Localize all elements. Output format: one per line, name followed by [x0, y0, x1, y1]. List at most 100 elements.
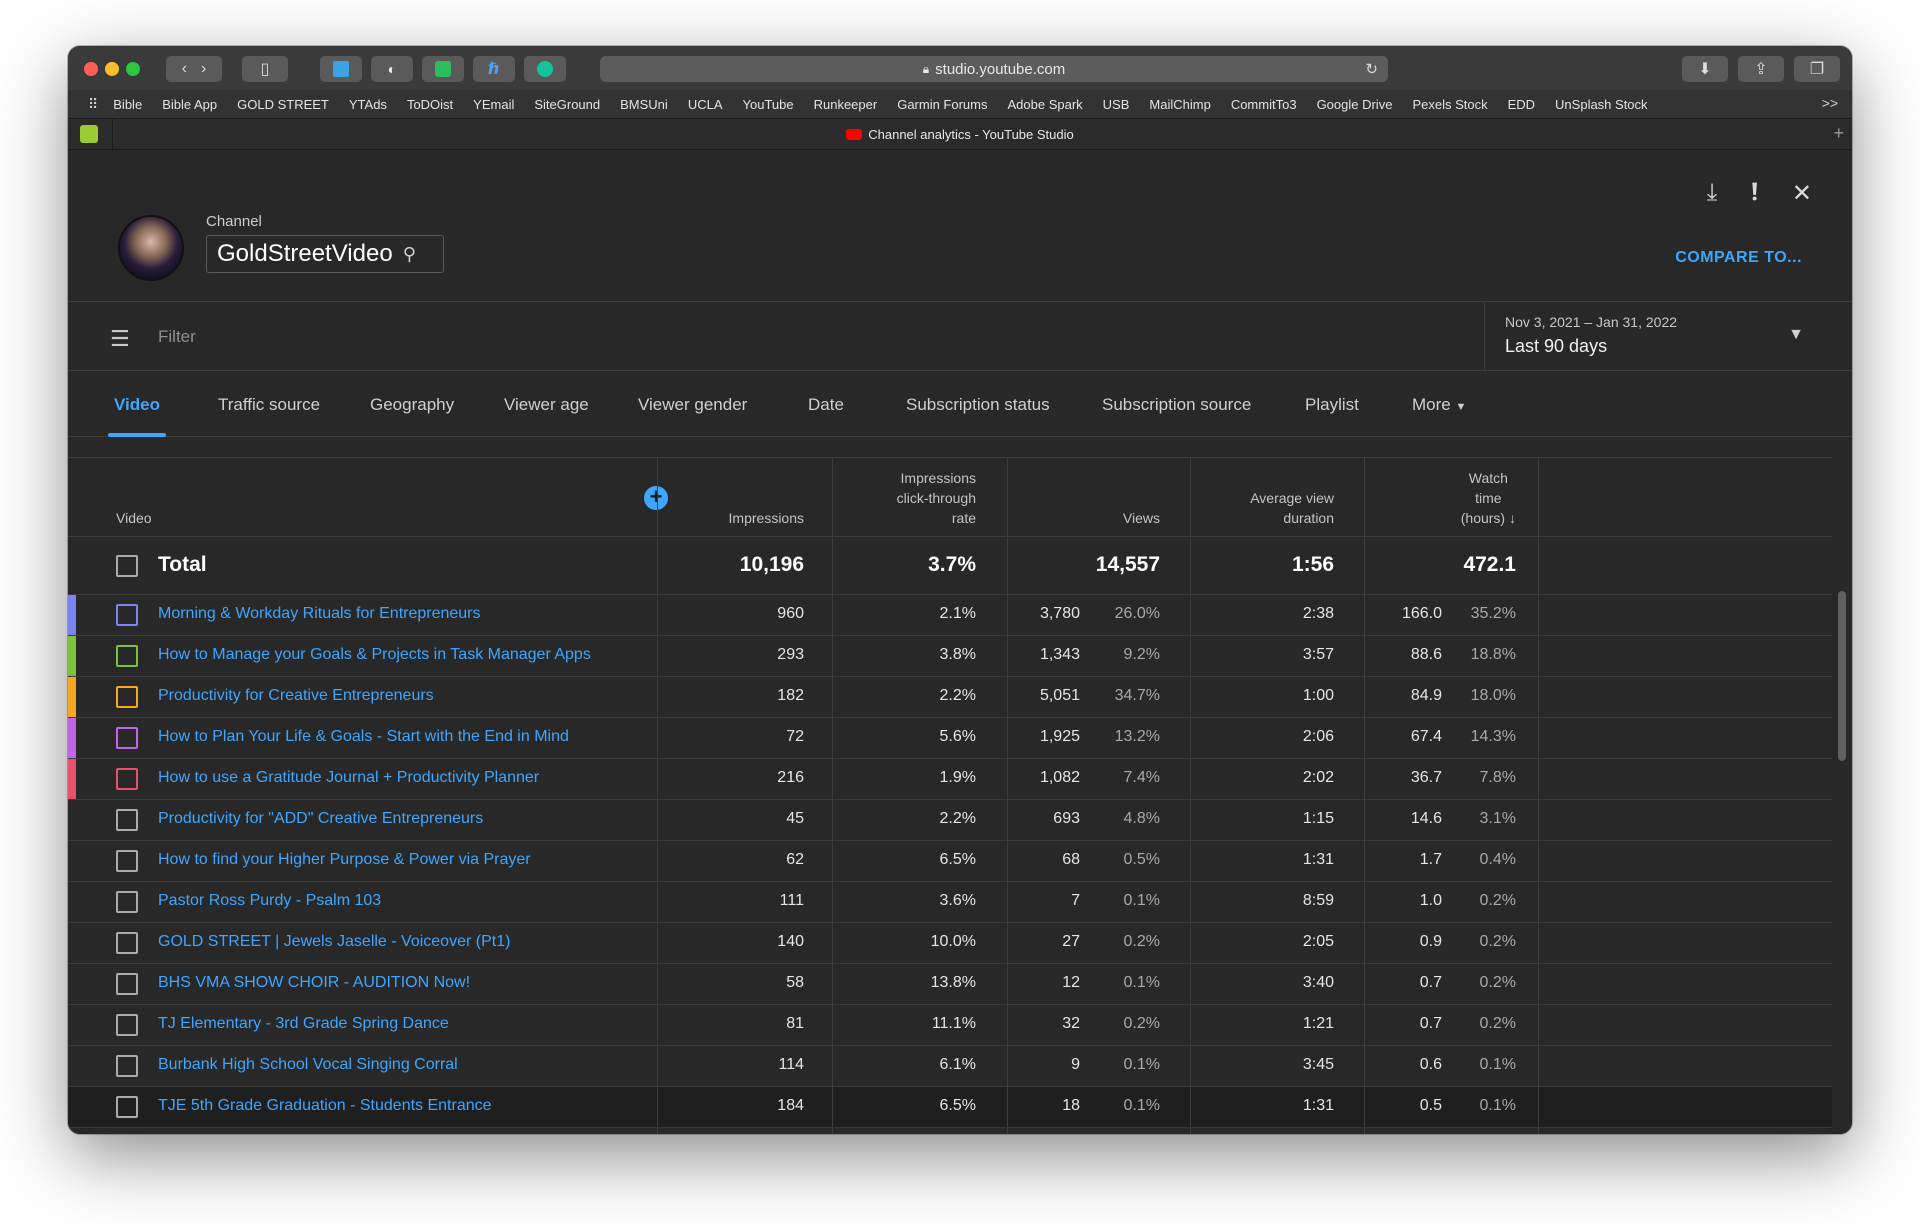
- extension-button-4[interactable]: ℏ: [473, 56, 515, 82]
- table-row[interactable]: TJ Elementary - 3rd Grade Spring Dance 81…: [68, 1005, 1832, 1046]
- row-checkbox[interactable]: [116, 645, 138, 667]
- pinned-tab-icon[interactable]: [80, 125, 98, 143]
- search-icon[interactable]: ⚲: [402, 243, 416, 264]
- bookmark-item[interactable]: Bible App: [162, 96, 218, 112]
- feedback-icon[interactable]: ❗︎: [1751, 179, 1758, 206]
- video-title-link[interactable]: Morning & Workday Rituals for Entreprene…: [158, 605, 481, 622]
- close-icon[interactable]: ✕: [1791, 180, 1812, 207]
- video-title-link[interactable]: Pastor Ross Purdy - Psalm 103: [158, 892, 382, 909]
- tab-viewer-age[interactable]: Viewer age: [504, 395, 589, 414]
- forward-icon[interactable]: ›: [201, 60, 207, 77]
- tab-geography[interactable]: Geography: [370, 395, 455, 414]
- tab-video[interactable]: Video: [114, 395, 160, 414]
- row-checkbox[interactable]: [116, 1096, 138, 1118]
- tab-subscription-source[interactable]: Subscription source: [1102, 395, 1252, 414]
- video-title-link[interactable]: GOLD STREET | Jewels Jaselle - Voiceover…: [158, 933, 511, 950]
- bookmark-item[interactable]: YTAds: [348, 96, 387, 112]
- bookmark-item[interactable]: MailChimp: [1149, 96, 1211, 112]
- video-title-link[interactable]: Productivity for Creative Entrepreneurs: [158, 687, 434, 704]
- bookmark-item[interactable]: Bible: [113, 96, 143, 112]
- row-checkbox[interactable]: [116, 850, 138, 872]
- close-window-button[interactable]: [84, 62, 98, 76]
- table-row[interactable]: GOLD STREET | Jewels Jaselle - Voiceover…: [68, 923, 1832, 964]
- caret-down-icon[interactable]: ▼: [1788, 326, 1804, 343]
- share-button[interactable]: ⇪: [1738, 56, 1784, 82]
- row-checkbox[interactable]: [116, 891, 138, 913]
- filter-icon[interactable]: ☰: [110, 326, 130, 351]
- url-bar[interactable]: 🔒︎ studio.youtube.com ↻: [600, 56, 1388, 82]
- back-forward-buttons[interactable]: ‹ ›: [166, 56, 222, 82]
- back-icon[interactable]: ‹: [181, 60, 187, 77]
- download-icon[interactable]: ⤓: [1706, 179, 1718, 206]
- table-row[interactable]: Productivity for Creative Entrepreneurs 1…: [68, 677, 1832, 718]
- filter-input[interactable]: Filter: [158, 327, 196, 346]
- table-row[interactable]: How to find your Higher Purpose & Power …: [68, 841, 1832, 882]
- tab-overview-button[interactable]: ❐: [1794, 56, 1840, 82]
- extension-button-5[interactable]: [524, 56, 566, 82]
- row-checkbox[interactable]: [116, 768, 138, 790]
- bookmark-item[interactable]: CommitTo3: [1230, 96, 1297, 112]
- header-watch-time[interactable]: Watch time (hours) ↓: [1461, 468, 1516, 528]
- compare-to-button[interactable]: COMPARE TO...: [1675, 249, 1802, 266]
- video-title-link[interactable]: TJE 5th Grade Graduation - Students Entr…: [158, 1097, 492, 1114]
- header-impressions[interactable]: Impressions: [728, 510, 804, 526]
- table-row[interactable]: Morning & Workday Rituals for Entreprene…: [68, 595, 1832, 636]
- date-range-picker[interactable]: Nov 3, 2021 – Jan 31, 2022 Last 90 days …: [1484, 302, 1852, 372]
- row-checkbox[interactable]: [116, 1014, 138, 1036]
- apps-grid-icon[interactable]: ⠿: [88, 95, 98, 112]
- bookmark-item[interactable]: ToDOist: [406, 96, 454, 112]
- table-row[interactable]: How to Plan Your Life & Goals - Start wi…: [68, 718, 1832, 759]
- video-title-link[interactable]: How to Plan Your Life & Goals - Start wi…: [158, 728, 569, 745]
- tab-more[interactable]: More ▼: [1412, 373, 1466, 437]
- bookmark-item[interactable]: Pexels Stock: [1412, 96, 1488, 112]
- tab-viewer-gender[interactable]: Viewer gender: [638, 395, 748, 414]
- total-checkbox[interactable]: [116, 555, 138, 577]
- bookmark-item[interactable]: UnSplash Stock: [1555, 96, 1648, 112]
- row-checkbox[interactable]: [116, 727, 138, 749]
- video-title-link[interactable]: Burbank High School Vocal Singing Corral: [158, 1056, 458, 1073]
- scrollbar[interactable]: [1838, 591, 1846, 761]
- tab-playlist[interactable]: Playlist: [1305, 395, 1359, 414]
- header-views[interactable]: Views: [1122, 510, 1160, 526]
- bookmark-item[interactable]: Google Drive: [1316, 96, 1393, 112]
- extension-button-2[interactable]: ◐: [371, 56, 413, 82]
- bookmark-item[interactable]: BMSUni: [620, 96, 668, 112]
- video-title-link[interactable]: Productivity for "ADD" Creative Entrepre…: [158, 810, 484, 827]
- row-checkbox[interactable]: [116, 809, 138, 831]
- row-checkbox[interactable]: [116, 604, 138, 626]
- video-title-link[interactable]: How to find your Higher Purpose & Power …: [158, 851, 531, 868]
- table-row[interactable]: Burbank High School Vocal Singing Corral…: [68, 1046, 1832, 1087]
- bookmarks-overflow-button[interactable]: >>: [1821, 95, 1838, 111]
- bookmark-item[interactable]: USB: [1102, 96, 1130, 112]
- row-checkbox[interactable]: [116, 686, 138, 708]
- bookmark-item[interactable]: GOLD STREET: [237, 96, 329, 112]
- bookmark-item[interactable]: Adobe Spark: [1007, 96, 1083, 112]
- bookmark-item[interactable]: SiteGround: [534, 96, 601, 112]
- extension-button-3[interactable]: [422, 56, 464, 82]
- table-row[interactable]: How to use a Gratitude Journal + Product…: [68, 759, 1832, 800]
- header-video[interactable]: Video: [116, 510, 152, 526]
- table-row[interactable]: TJE 5th Grade Graduation - Students Entr…: [68, 1087, 1832, 1128]
- bookmark-item[interactable]: UCLA: [687, 96, 723, 112]
- row-checkbox[interactable]: [116, 932, 138, 954]
- reload-icon[interactable]: ↻: [1365, 61, 1378, 78]
- active-tab[interactable]: Channel analytics - YouTube Studio: [68, 127, 1852, 142]
- header-avg-view-duration[interactable]: Average view duration: [1250, 488, 1334, 528]
- tab-subscription-status[interactable]: Subscription status: [906, 395, 1050, 414]
- table-row[interactable]: BHS VMA SHOW CHOIR - AUDITION Now! 58 13.8…: [68, 964, 1832, 1005]
- video-title-link[interactable]: How to Manage your Goals & Projects in T…: [158, 646, 591, 663]
- table-row[interactable]: Pastor Ross Purdy - Psalm 103 111 3.6% 7 0.1…: [68, 882, 1832, 923]
- header-ctr[interactable]: Impressions click-through rate: [897, 468, 976, 528]
- video-title-link[interactable]: BHS VMA SHOW CHOIR - AUDITION Now!: [158, 974, 471, 991]
- video-title-link[interactable]: How to use a Gratitude Journal + Product…: [158, 769, 540, 786]
- bookmark-item[interactable]: Runkeeper: [813, 96, 878, 112]
- extension-button-1[interactable]: [320, 56, 362, 82]
- downloads-button[interactable]: ⬇: [1682, 56, 1728, 82]
- fullscreen-window-button[interactable]: [126, 62, 140, 76]
- bookmark-item[interactable]: YouTube: [742, 96, 794, 112]
- table-row[interactable]: Productivity for "ADD" Creative Entrepre…: [68, 800, 1832, 841]
- table-row[interactable]: How to Manage your Goals & Projects in T…: [68, 636, 1832, 677]
- sidebar-toggle-button[interactable]: ▯: [242, 56, 288, 82]
- minimize-window-button[interactable]: [105, 62, 119, 76]
- add-metric-button[interactable]: +: [644, 486, 668, 510]
